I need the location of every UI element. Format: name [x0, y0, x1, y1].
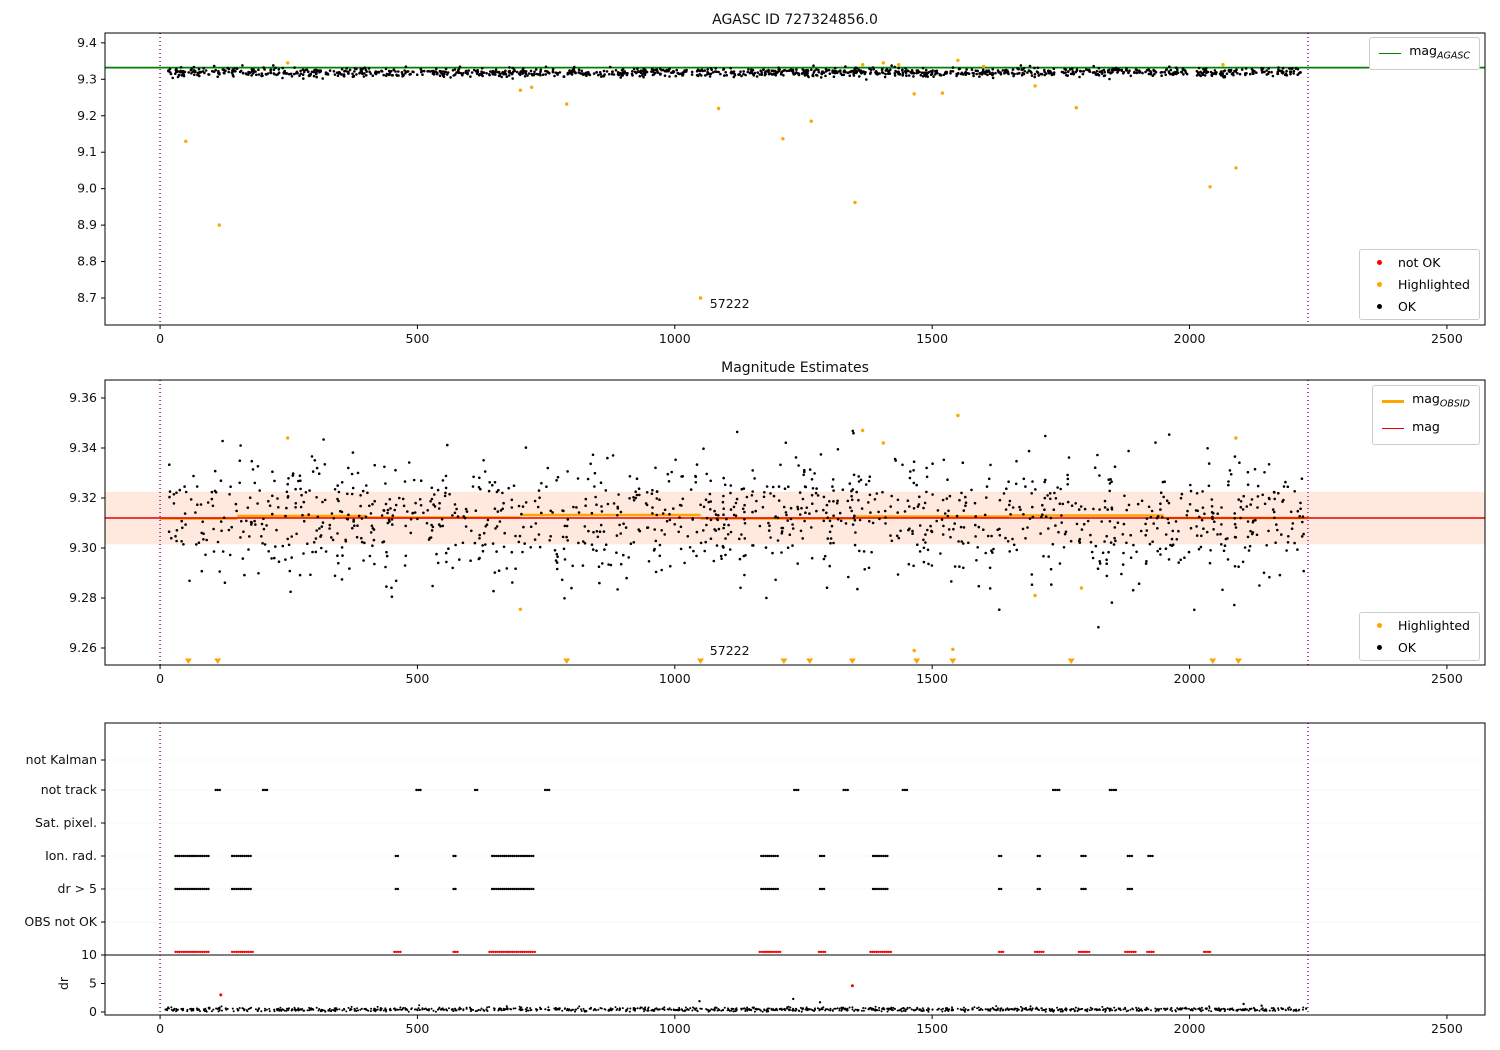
svg-text:8.7: 8.7 [77, 290, 97, 305]
legend-row-ok: OK [1369, 298, 1470, 315]
svg-text:1500: 1500 [916, 1021, 948, 1036]
legend-label: OK [1397, 640, 1416, 655]
svg-text:9.1: 9.1 [77, 144, 97, 159]
chart1-title: AGASC ID 727324856.0 [712, 12, 878, 28]
svg-text:9.4: 9.4 [77, 35, 97, 50]
svg-text:57222: 57222 [710, 643, 750, 658]
chart1-legend-top: magAGASC [1369, 37, 1480, 70]
svg-text:OBS not OK: OBS not OK [24, 914, 97, 929]
legend-label: OK [1397, 299, 1416, 314]
svg-text:2500: 2500 [1431, 671, 1463, 686]
svg-text:9.0: 9.0 [77, 181, 97, 196]
legend-row-ok: OK [1369, 639, 1470, 656]
svg-text:5: 5 [89, 976, 97, 991]
svg-text:0: 0 [156, 331, 164, 346]
svg-text:500: 500 [406, 331, 430, 346]
highlighted-marker-sample [1376, 282, 1382, 287]
mag-obsid-line-sample [1382, 399, 1405, 403]
svg-text:9.34: 9.34 [69, 440, 97, 455]
svg-text:10: 10 [81, 947, 97, 962]
svg-text:not track: not track [41, 782, 98, 797]
svg-text:0: 0 [156, 1021, 164, 1036]
svg-text:8.9: 8.9 [77, 217, 97, 232]
ok-marker-sample [1376, 304, 1382, 309]
svg-text:9.26: 9.26 [69, 640, 97, 655]
mag-agasc-line-sample [1379, 52, 1402, 54]
svg-text:0: 0 [89, 1004, 97, 1019]
legend-row-mag: mag [1382, 418, 1470, 441]
svg-text:0: 0 [156, 671, 164, 686]
svg-text:1500: 1500 [916, 331, 948, 346]
chart2-title: Magnitude Estimates [721, 360, 869, 376]
svg-text:500: 500 [406, 1021, 430, 1036]
legend-label: Highlighted [1397, 277, 1470, 292]
chart1-legend-bottom: not OK Highlighted OK [1358, 249, 1480, 320]
svg-text:2000: 2000 [1174, 1021, 1206, 1036]
svg-text:9.2: 9.2 [77, 108, 97, 123]
legend-label: magAGASC [1409, 43, 1470, 62]
svg-text:2000: 2000 [1174, 331, 1206, 346]
highlighted-marker-sample [1376, 623, 1382, 628]
not-ok-marker-sample [1376, 260, 1382, 265]
svg-text:dr: dr [56, 976, 71, 990]
svg-text:not Kalman: not Kalman [26, 752, 97, 767]
legend-label: not OK [1397, 255, 1441, 270]
legend-label: mag [1412, 418, 1440, 434]
chart2-legend-top: magOBSID mag [1372, 385, 1480, 445]
svg-text:57222: 57222 [710, 296, 750, 311]
svg-text:9.30: 9.30 [69, 540, 97, 555]
svg-text:9.3: 9.3 [77, 71, 97, 86]
legend-row-not-ok: not OK [1369, 254, 1470, 271]
legend-row-highlighted: Highlighted [1369, 617, 1470, 634]
legend-row-highlighted: Highlighted [1369, 276, 1470, 293]
svg-text:1000: 1000 [659, 331, 691, 346]
ok-marker-sample [1376, 645, 1382, 650]
legend-row-mag-obsid: magOBSID [1382, 390, 1470, 413]
svg-text:Ion. rad.: Ion. rad. [45, 848, 97, 863]
mag-line-sample [1382, 428, 1405, 430]
svg-text:9.28: 9.28 [69, 590, 97, 605]
svg-text:500: 500 [406, 671, 430, 686]
legend-row-mag-agasc: magAGASC [1379, 42, 1470, 65]
svg-text:9.32: 9.32 [69, 490, 97, 505]
svg-text:1500: 1500 [916, 671, 948, 686]
svg-text:1000: 1000 [659, 671, 691, 686]
legend-label: magOBSID [1412, 391, 1470, 410]
svg-text:8.8: 8.8 [77, 254, 97, 269]
legend-label: Highlighted [1397, 618, 1470, 633]
svg-text:2000: 2000 [1174, 671, 1206, 686]
chart2-legend-bottom: Highlighted OK [1358, 612, 1480, 661]
svg-text:1000: 1000 [659, 1021, 691, 1036]
svg-text:2500: 2500 [1431, 1021, 1463, 1036]
svg-text:dr > 5: dr > 5 [58, 881, 97, 896]
svg-text:2500: 2500 [1431, 331, 1463, 346]
svg-text:Sat. pixel.: Sat. pixel. [35, 815, 97, 830]
svg-text:9.36: 9.36 [69, 390, 97, 405]
